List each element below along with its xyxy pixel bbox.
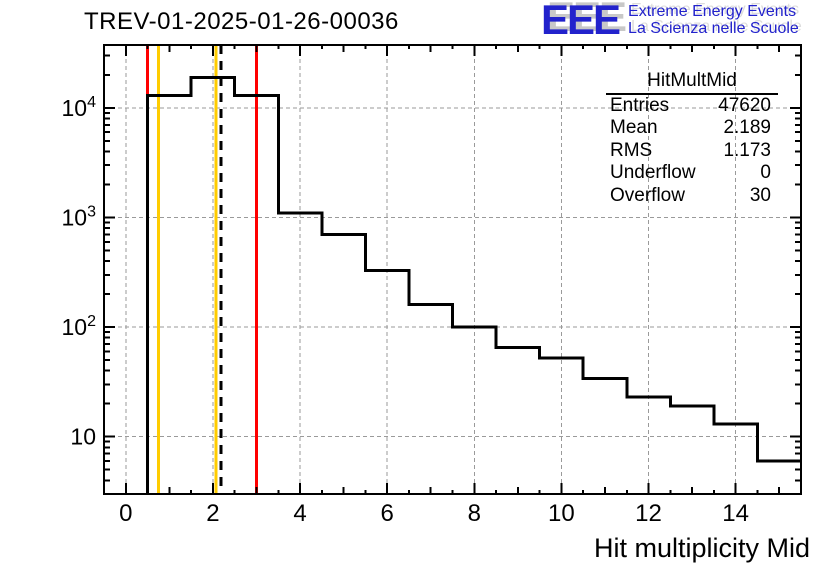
stat-row: Overflow 30 (606, 185, 778, 207)
stat-row: Mean 2.189 (606, 117, 778, 139)
page-title: TREV-01-2025-01-26-00036 (84, 8, 399, 35)
x-tick-label: 14 (722, 500, 749, 527)
stat-row: Entries 47620 (606, 95, 778, 117)
y-tick-label: 104 (62, 94, 97, 121)
eee-logo-acronym: EEE (541, 0, 621, 43)
eee-logo-subtitle-line1: Extreme Energy Events (628, 3, 797, 20)
x-tick-label: 10 (548, 500, 575, 527)
x-tick-label: 8 (468, 500, 481, 527)
stats-box-title: HitMultMid (606, 69, 778, 95)
x-tick-label: 4 (293, 500, 306, 527)
stat-label: Underflow (610, 162, 696, 184)
stat-row: RMS 1.173 (606, 140, 778, 162)
stats-box: HitMultMid Entries 47620 Mean 2.189 RMS … (606, 69, 778, 207)
x-tick-label: 0 (119, 500, 132, 527)
stat-label: Mean (610, 117, 658, 139)
y-tick-label: 10 (70, 424, 96, 450)
x-axis-label: Hit multiplicity Mid (593, 533, 810, 563)
stat-value: 30 (749, 184, 771, 206)
stat-label: RMS (610, 139, 653, 161)
eee-logo-subtitle-line2: La Scienza nelle Scuole (628, 20, 799, 37)
histogram-line (146, 75, 801, 494)
eee-logo: EEE Extreme Energy Events La Scienza nel… (541, 0, 799, 43)
x-tick-label: 12 (635, 500, 662, 527)
stat-row: Underflow 0 (606, 162, 778, 184)
plot-frame (103, 44, 802, 495)
stat-label: Overflow (610, 184, 685, 206)
x-tick-label: 6 (380, 500, 393, 527)
stat-label: Entries (610, 95, 670, 116)
y-tick-label: 103 (62, 204, 97, 231)
stat-value: 2.189 (723, 117, 771, 139)
eee-logo-subtitle: Extreme Energy Events La Scienza nelle S… (628, 0, 799, 37)
stat-value: 47620 (718, 95, 771, 116)
stat-value: 1.173 (723, 139, 771, 161)
stat-value: 0 (760, 162, 771, 184)
y-tick-label: 102 (62, 313, 97, 340)
x-tick-label: 2 (206, 500, 219, 527)
